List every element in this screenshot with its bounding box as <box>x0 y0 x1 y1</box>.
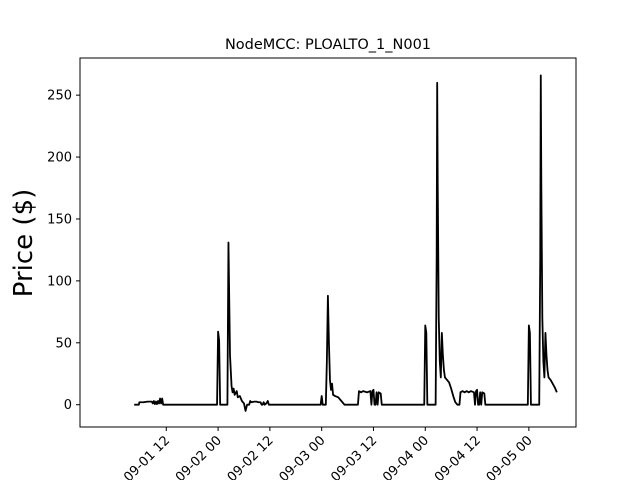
y-axis-label: Price ($) <box>9 189 39 298</box>
series-line-0 <box>134 74 558 412</box>
x-tick-label: 09-02 00 <box>173 433 225 480</box>
plot-area <box>134 74 558 412</box>
x-tick-label: 09-03 00 <box>277 433 329 480</box>
x-tick-label: 09-04 00 <box>380 433 432 480</box>
x-tick-label: 09-01 12 <box>121 433 173 480</box>
y-tick-label: 200 <box>47 151 72 166</box>
y-tick-label: 250 <box>47 89 72 104</box>
x-tick-label: 09-03 12 <box>328 433 380 480</box>
x-tick-label: 09-05 00 <box>484 433 536 480</box>
x-tick-label: 09-04 12 <box>432 433 484 480</box>
y-axis: 0 50 100 150 200 250 <box>47 89 80 413</box>
y-tick-label: 50 <box>55 336 72 351</box>
chart-title: NodeMCC: PLOALTO_1_N001 <box>225 37 431 53</box>
x-tick-label: 09-02 12 <box>225 433 277 480</box>
axes-frame <box>79 57 577 428</box>
y-tick-label: 100 <box>47 274 72 289</box>
y-tick-label: 0 <box>64 398 72 413</box>
x-axis: 09-01 12 09-02 00 09-02 12 09-03 00 09-03 12… <box>121 427 536 480</box>
y-tick-label: 150 <box>47 212 72 227</box>
